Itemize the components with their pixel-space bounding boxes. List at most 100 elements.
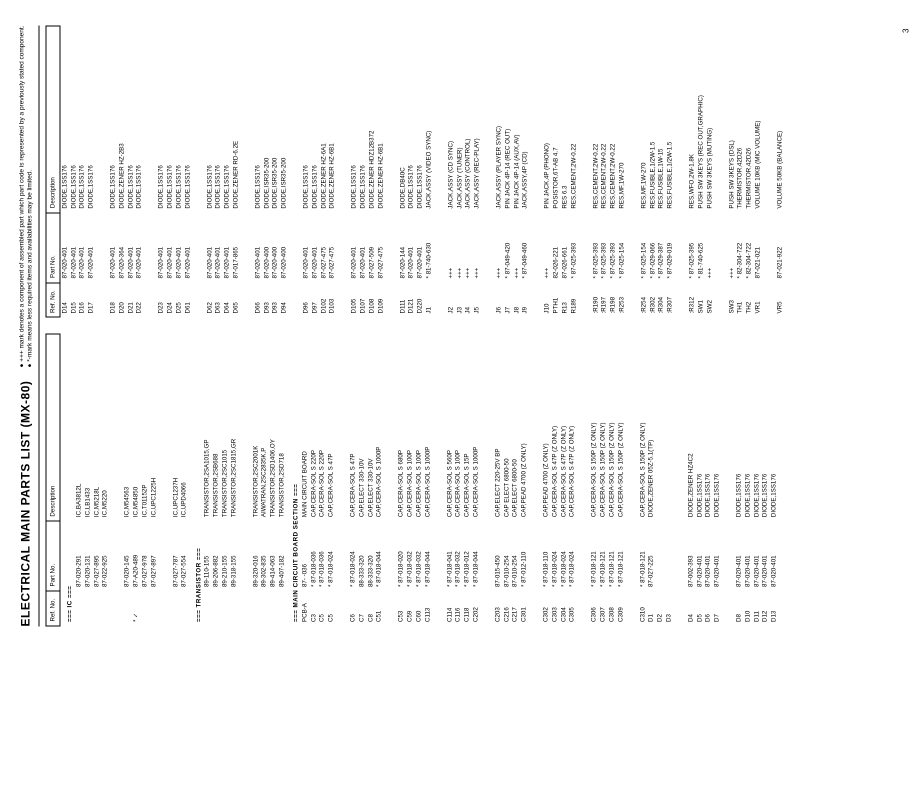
table-row: * ✓87-A20-489IC,M54850	[132, 335, 141, 627]
cell-part: 89-318-155	[230, 521, 239, 591]
cell-desc: DIODE,1SS176	[157, 26, 166, 213]
cell-ref: :R302	[649, 283, 658, 318]
table-row: D6687-020-401DIODE,1SS176	[254, 26, 263, 318]
cell-desc: CAP,CERA-SOL S 47P	[349, 335, 358, 522]
cell-ref	[230, 591, 239, 626]
cell-desc: CAP,CERA-SOL S 15P	[463, 335, 472, 522]
table-row: D2	[656, 335, 665, 627]
cell-ref: C59	[406, 591, 415, 626]
table-row: C113* 87-018-044CAP,CERA-SOL S 1000P	[424, 335, 433, 627]
table-row: D2487-020-401DIODE,1SS176	[166, 26, 175, 318]
table-row: D12187-020-401DIODE,1SS176	[407, 26, 416, 318]
cell-desc: TRANSISTOR,2SD1406,OY	[269, 335, 278, 522]
left-column: Ref. No. Part No. Description === IC ===…	[46, 334, 785, 627]
table-row	[144, 26, 157, 318]
table-row: D9387-020-400DIODE,ISR35-200	[263, 26, 272, 318]
cell-part: 87-020-401	[735, 521, 744, 591]
cell-ref: D12	[761, 591, 770, 626]
cell-part: 87-020-291	[75, 521, 84, 591]
table-row	[675, 26, 688, 318]
cell-ref	[84, 591, 93, 626]
cell-ref	[123, 591, 132, 626]
cell-part: +++	[728, 213, 737, 283]
section-label: === IC ===	[60, 335, 75, 627]
cell-ref: C301	[520, 591, 529, 626]
cell-desc: PIN JACK 4P-14 (AUX,AV)	[513, 26, 522, 213]
cell-ref: D97	[311, 283, 320, 318]
cell-desc: DIODE,1SS176	[214, 26, 223, 213]
table-row: C302* 87-018-110CAP,PEAD 4700 (Z ONLY)	[542, 335, 551, 627]
cell-ref: C307	[599, 591, 608, 626]
table-row	[482, 26, 495, 318]
table-row: D2387-020-401DIODE,1SS176	[157, 26, 166, 318]
cell-ref	[75, 591, 84, 626]
cell-desc: DIODE,1SS176	[735, 335, 744, 522]
cell-part: 87-020-401	[109, 213, 118, 283]
cell-part: 87-020-401	[744, 521, 753, 591]
cell-ref: D25	[175, 283, 184, 318]
table-row: :R190* 87-025-393RES,CEMENT,2W-0.22	[592, 26, 601, 318]
table-row: 87-022-925IC,M5220	[101, 335, 110, 627]
cell-part: 87- -036	[301, 521, 310, 591]
table-row: 89-320-016TRANSISTOR,2SC2001K	[252, 335, 261, 627]
cell-ref: C306	[590, 591, 599, 626]
cell-desc: DIODE,1SS176	[254, 26, 263, 213]
cell-desc: CAP ELECT 6800-50	[503, 335, 512, 522]
cell-desc: JACK,ASSY (VIDEO SYNC)	[425, 26, 434, 213]
cell-part: * 87-029-387	[657, 213, 666, 283]
cell-ref: C310	[639, 591, 648, 626]
cell-desc: THERMISTOR,42D26	[736, 26, 745, 213]
cell-part: 87-026-661	[561, 213, 570, 283]
cell-ref	[269, 591, 278, 626]
cell-desc: RES,FUSIBLE,1/2W-1.5	[666, 26, 675, 213]
cell-part: 87-020-400	[263, 213, 272, 283]
right-column: Ref. No. Part No. Description D1487-020-…	[46, 26, 785, 319]
table-row: D1687-020-401DIODE,1SS176	[78, 26, 87, 318]
cell-part: 87-020-364	[118, 213, 127, 283]
cell-part: * 82-304-722	[745, 213, 754, 283]
th-ref: Ref. No.	[46, 591, 60, 626]
cell-ref: C51	[375, 591, 384, 626]
cell-desc: DIODE,ZENER HZ-6B1	[377, 26, 386, 213]
cell-ref: :R304	[657, 283, 666, 318]
cell-ref	[212, 591, 221, 626]
cell-ref: C3	[310, 591, 319, 626]
cell-desc: CAP,CERA-SOL S 220P	[310, 335, 319, 522]
cell-part: * 87-018-121	[639, 521, 648, 591]
cell-desc: DIODE,1SS176	[135, 26, 144, 213]
cell-part: 87-027-509	[368, 213, 377, 283]
table-row: D10987-027-475DIODE,ZENER HZ-6B1	[377, 26, 386, 318]
cell-desc: DIODE,1SS176	[223, 26, 232, 213]
cell-desc: RES,WFO,2W-1.8K	[688, 26, 697, 213]
cell-ref: :R198	[609, 283, 618, 318]
table-row: D887-020-401DIODE,1SS176	[735, 335, 744, 627]
table-row	[158, 335, 171, 627]
cell-ref: PTH1	[552, 283, 561, 318]
table-row: 89-206-882TRANSISTOR,2SB688	[212, 335, 221, 627]
cell-part: * 87-029-019	[666, 213, 675, 283]
table-row	[674, 335, 687, 627]
table-row: C21787-010-254CAP,ELECT 6800-50	[511, 335, 520, 627]
cell-desc: TRANSISTOR,2SC2001K	[252, 335, 261, 522]
table-row: D187-027-225DIODE,ZENER 05Z-5.1(TP)	[647, 335, 656, 627]
cell-part: 87-020-401	[135, 213, 144, 283]
table-row	[336, 335, 349, 627]
cell-desc: DIODE,ISR35-200	[271, 26, 280, 213]
cell-ref: TH1	[736, 283, 745, 318]
table-row: D11187-020-144DIODE,DB40C	[399, 26, 408, 318]
cell-ref: D64	[223, 283, 232, 318]
table-row: === TRANSISTOR ===	[189, 335, 203, 627]
cell-ref: C118	[463, 591, 472, 626]
cell-part: * 87-025-154	[640, 213, 649, 283]
cell-desc: CAP,CERA-SOL S 560P	[446, 335, 455, 522]
table-row: C305* 87-018-024CAP,CERA-SOL S 47P (Z ON…	[568, 335, 577, 627]
cell-part: 87-010-254	[511, 521, 520, 591]
cell-part: 87-027-475	[328, 213, 337, 283]
table-row: C308* 87-018-121CAP,CERA-SOL S 150P (Z O…	[608, 335, 617, 627]
cell-part: * 87-018-036	[310, 521, 319, 591]
cell-part: 87-020-401	[753, 521, 762, 591]
cell-desc: DIODE,1SS176	[770, 335, 779, 522]
table-row: 87-027-978IC,T01152P	[141, 335, 150, 627]
cell-desc: IC,UPC1225H	[150, 335, 159, 522]
table-row: D9787-020-401DIODE,1SS176	[311, 26, 320, 318]
